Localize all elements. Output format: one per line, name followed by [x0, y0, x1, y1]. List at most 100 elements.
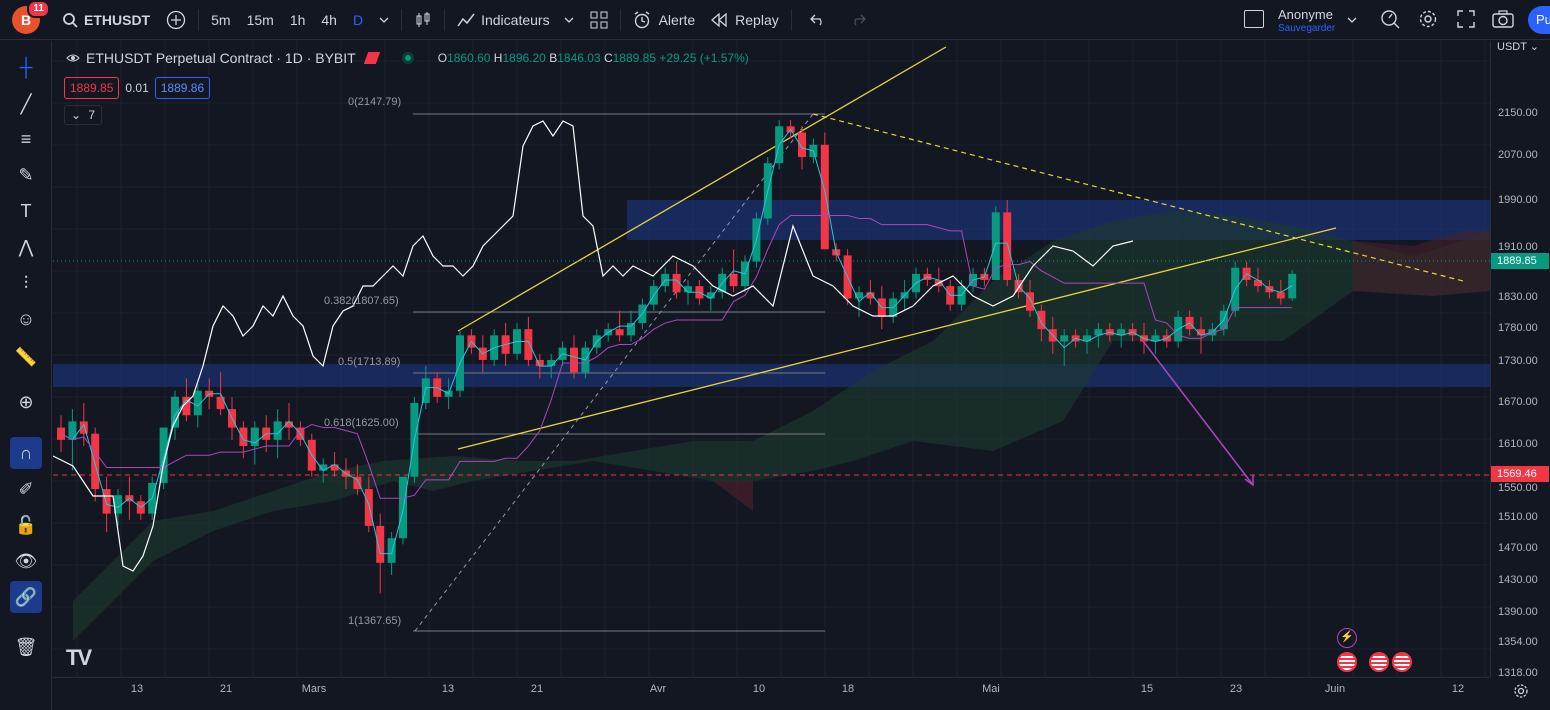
lock-icon[interactable]: 🔓 [14, 514, 38, 535]
trash-icon[interactable]: 🗑 [14, 636, 38, 657]
select-checkbox-icon[interactable] [1244, 10, 1264, 28]
undo-icon [809, 14, 822, 25]
chevron-down-icon[interactable] [1347, 17, 1357, 23]
high-value: 1896.20 [502, 51, 546, 65]
ruler-icon[interactable]: 📏 [14, 346, 38, 367]
candle-down [182, 396, 191, 416]
interval-1d[interactable]: D [352, 11, 364, 28]
candle-down [376, 525, 385, 563]
currency-selector[interactable]: USDT ⌄ [1497, 40, 1539, 53]
symbol-name: ETHUSDT [84, 11, 151, 28]
drawing-toolbar: ┼ ╱ ≡ ✎ T ⋀ ⫶ ☺ 📏 ⊕ ∩ ✐ 🔓 👁 🔗 🗑 [0, 41, 52, 710]
user-avatar-logo[interactable]: B 11 [12, 0, 50, 34]
time-tick: 10 [752, 683, 766, 695]
candle-down [524, 329, 533, 360]
layouts-button[interactable] [582, 0, 616, 40]
zoom-icon[interactable]: ⊕ [18, 391, 34, 412]
symbol-search[interactable]: ETHUSDT [48, 0, 158, 40]
chart-canvas[interactable] [53, 41, 1490, 677]
symbol-title[interactable]: ETHUSDT Perpetual Contract · 1D · BYBIT [86, 50, 356, 66]
ichimoku-cloud [73, 211, 1490, 641]
candle-up [1060, 335, 1069, 342]
fib-label-0382: 0.382(1807.65) [324, 295, 399, 307]
price-tick: 1430.00 [1498, 574, 1538, 586]
candle-down [1254, 280, 1262, 287]
kijun-line [60, 214, 1293, 499]
interval-dropdown[interactable] [371, 0, 397, 40]
time-tick: 18 [841, 683, 855, 695]
candle-up [627, 323, 635, 336]
chart-type-button[interactable] [406, 0, 440, 40]
close-value: 1889.85 [612, 51, 657, 65]
alert-price-label[interactable]: 1569.46 [1491, 466, 1549, 482]
indicators-toggle[interactable]: ⌄ 7 [64, 105, 103, 125]
interval-1h[interactable]: 1h [289, 11, 306, 28]
hide-eye-icon[interactable] [66, 51, 80, 65]
redo-button[interactable] [840, 0, 876, 40]
quick-search-icon[interactable] [1380, 9, 1400, 29]
candle-up [114, 495, 122, 514]
forecast-icon[interactable]: ⫶ [23, 272, 29, 293]
redo-icon [854, 14, 866, 25]
candle-down [1003, 212, 1012, 280]
avatar-letter: B [20, 11, 32, 28]
indicators-button[interactable]: Indicateurs [449, 0, 581, 40]
interval-15m[interactable]: 15m [246, 11, 274, 28]
spread-value: 0.01 [125, 81, 149, 95]
buy-price-button[interactable]: 1889.86 [154, 77, 211, 99]
us-flag-event-icon[interactable] [1392, 652, 1412, 672]
time-tick: 13 [441, 683, 455, 695]
crosshair-icon[interactable]: ┼ [19, 56, 33, 77]
text-icon[interactable]: T [20, 200, 32, 221]
lightning-event-icon[interactable]: ⚡ [1337, 628, 1357, 648]
candle-up [706, 292, 715, 299]
price-axis[interactable] [1490, 41, 1550, 677]
ichimoku-cloud-bear [1353, 231, 1490, 296]
market-status-icon[interactable] [401, 52, 414, 64]
exchange-logo-icon [363, 52, 380, 64]
eye-icon[interactable]: 👁 [14, 550, 38, 571]
candle-down [57, 427, 65, 440]
replay-button[interactable]: Replay [703, 0, 787, 40]
undo-button[interactable] [796, 0, 840, 40]
emoji-icon[interactable]: ☺ [16, 308, 36, 329]
link-icon[interactable]: 🔗 [10, 581, 42, 613]
interval-5m[interactable]: 5m [211, 11, 231, 28]
time-axis-settings-icon[interactable] [1513, 683, 1529, 699]
trendline-icon[interactable]: ╱ [20, 93, 32, 114]
sell-price-button[interactable]: 1889.85 [64, 77, 120, 99]
candle-up [421, 378, 430, 403]
time-tick: Mars [301, 683, 327, 695]
gear-icon[interactable] [1418, 9, 1438, 29]
time-tick: 13 [130, 683, 144, 695]
interval-4h[interactable]: 4h [321, 11, 337, 28]
add-symbol-button[interactable] [158, 0, 194, 40]
lock-drawing-icon[interactable]: ✐ [18, 478, 34, 499]
time-axis[interactable] [53, 677, 1490, 710]
us-flag-event-icon[interactable] [1337, 652, 1357, 672]
us-flag-event-icon[interactable] [1369, 652, 1389, 672]
publish-button[interactable]: Pu [1528, 6, 1550, 34]
fullscreen-icon[interactable] [1457, 10, 1475, 28]
price-tick: 1910.00 [1498, 241, 1538, 253]
candle-up [273, 421, 282, 440]
separator [619, 8, 621, 31]
chart-pane[interactable] [53, 41, 1490, 677]
user-menu[interactable]: Anonyme Sauvegarder [1278, 8, 1335, 36]
alert-button[interactable]: Alerte [625, 0, 704, 40]
projection-arrow-head [1244, 475, 1254, 487]
time-tick: 12 [1451, 683, 1465, 695]
top-toolbar: B 11 ETHUSDT 5m 15m 1h 4h D Indicateurs … [0, 0, 1550, 40]
fib-icon[interactable]: ≡ [20, 128, 32, 149]
camera-icon[interactable] [1492, 10, 1514, 28]
tradingview-logo[interactable]: TV [66, 645, 92, 670]
brush-icon[interactable]: ✎ [18, 164, 34, 185]
save-link[interactable]: Sauvegarder [1278, 23, 1336, 34]
candle-up [1151, 335, 1160, 342]
candle-down [1026, 292, 1034, 311]
magnet-icon[interactable]: ∩ [10, 437, 42, 469]
candle-up [1083, 335, 1091, 342]
candle-down [798, 132, 806, 158]
current-price-label: 1889.85 [1491, 253, 1549, 269]
pattern-icon[interactable]: ⋀ [18, 236, 34, 257]
